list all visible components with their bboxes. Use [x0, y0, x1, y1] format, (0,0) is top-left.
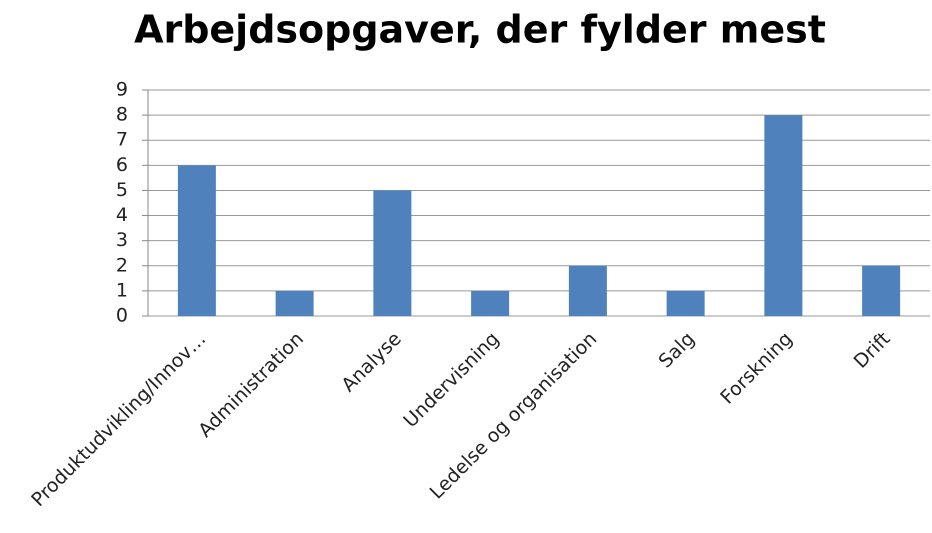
y-tick-label: 7	[116, 129, 128, 151]
x-tick-label: Drift	[850, 328, 895, 373]
bar	[275, 290, 314, 316]
y-tick-label: 4	[116, 204, 128, 226]
x-tick-label: Forskning	[716, 328, 797, 409]
chart-title: Arbejdsopgaver, der fylder mest	[134, 8, 826, 52]
y-tick-label: 3	[116, 229, 128, 251]
x-tick-label: Administration	[194, 328, 308, 442]
x-tick-label: Analyse	[337, 328, 405, 396]
bar	[862, 265, 901, 316]
x-tick-label: Ledelse og organisation	[426, 328, 602, 504]
y-tick-label: 6	[116, 154, 128, 176]
y-tick-label: 1	[116, 279, 128, 301]
bar	[764, 115, 803, 316]
bar	[177, 165, 216, 316]
x-tick-label: Salg	[654, 328, 699, 373]
bar	[373, 190, 412, 316]
bar	[471, 290, 510, 316]
y-tick-label: 9	[116, 79, 128, 101]
x-tick-label: Undervisning	[399, 328, 503, 432]
y-tick-label: 2	[116, 254, 128, 276]
y-tick-label: 8	[116, 104, 128, 126]
x-tick-label: Produktudvikling/Innov…	[27, 328, 210, 511]
y-tick-label: 5	[116, 179, 128, 201]
y-tick-label: 0	[116, 305, 128, 327]
bar	[568, 265, 607, 316]
bar	[666, 290, 705, 316]
